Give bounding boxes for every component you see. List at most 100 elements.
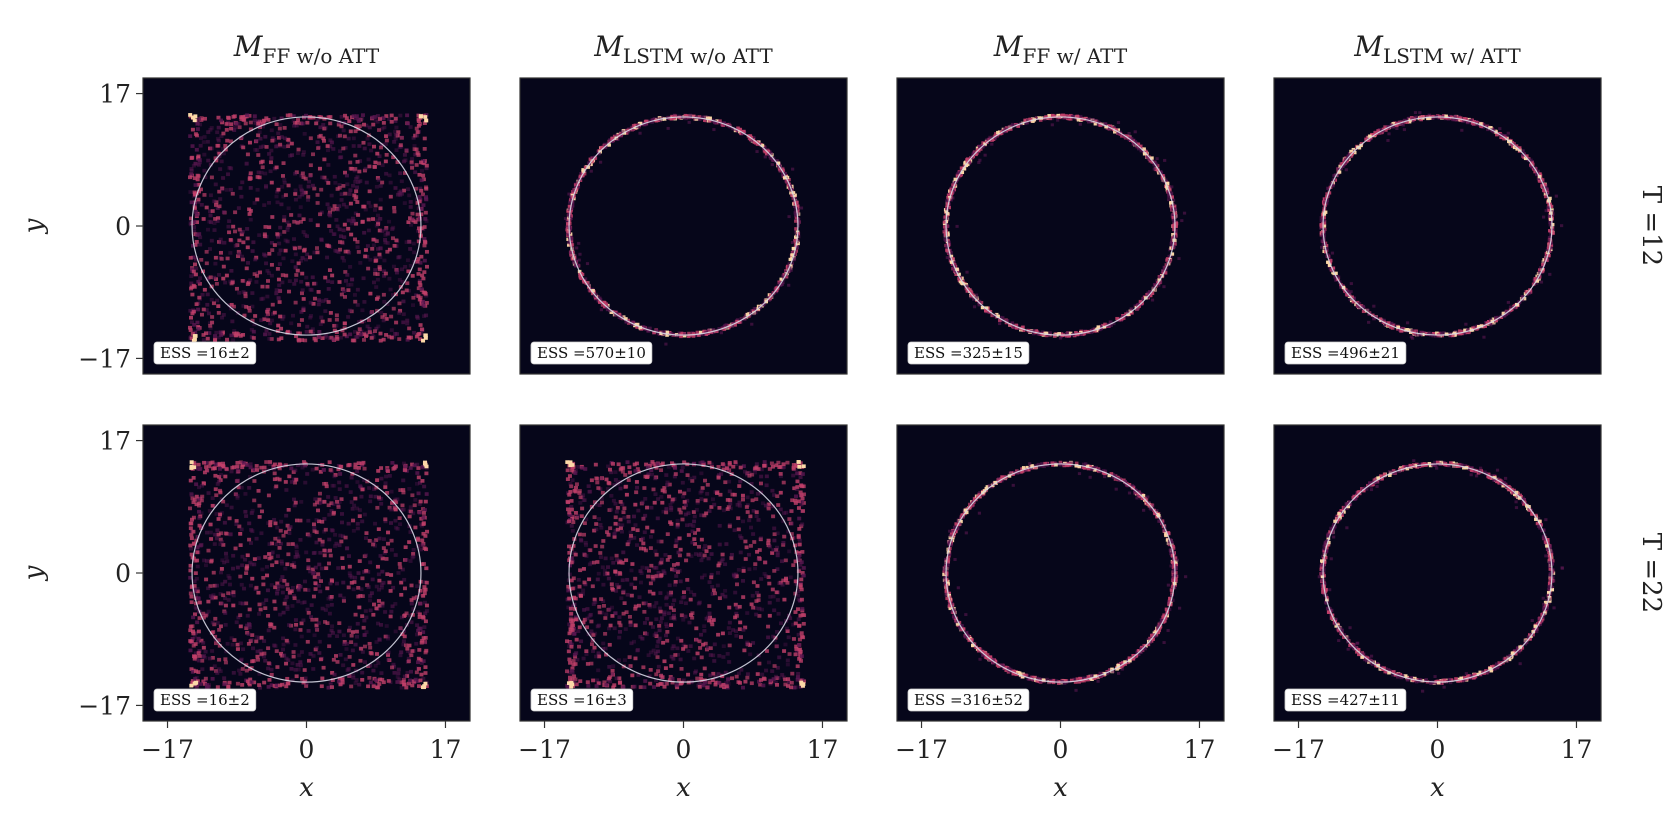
histogram-cell (381, 116, 386, 121)
histogram-cell (1111, 321, 1116, 326)
histogram-cell (405, 646, 410, 651)
histogram-cell (193, 192, 198, 197)
histogram-cell (253, 121, 258, 125)
histogram-cell (241, 332, 246, 337)
histogram-cell (1468, 118, 1473, 123)
histogram-cell (1448, 334, 1453, 338)
histogram-cell (292, 497, 297, 502)
histogram-cell (353, 197, 358, 201)
ess-label: ESS =496±21 (1284, 341, 1407, 365)
histogram-cell (268, 321, 273, 326)
histogram-cell (220, 315, 225, 320)
histogram-cell (1349, 290, 1353, 294)
histogram-cell (421, 290, 426, 295)
histogram-cell (256, 489, 261, 493)
histogram-cell (418, 283, 423, 287)
histogram-cell (293, 171, 298, 176)
histogram-cell (391, 585, 396, 590)
histogram-cell (408, 205, 413, 209)
histogram-cell (320, 606, 325, 611)
histogram-cell (402, 159, 407, 164)
histogram-cell (419, 327, 424, 332)
histogram-cell (418, 295, 423, 300)
histogram-cell (1153, 160, 1157, 165)
histogram-cell (265, 588, 270, 593)
histogram-cell (953, 177, 958, 181)
histogram-cell (405, 337, 410, 342)
histogram-cell (391, 155, 396, 160)
histogram-cell (317, 335, 322, 339)
histogram-cell (373, 118, 378, 122)
histogram-cell (279, 578, 284, 582)
histogram-cell (1036, 332, 1041, 336)
panel-background (1274, 78, 1601, 374)
histogram-cell (1495, 133, 1499, 137)
histogram-cell (1166, 198, 1171, 202)
histogram-cell (1396, 325, 1401, 329)
histogram-cell (296, 118, 301, 122)
histogram-cell (284, 273, 289, 278)
histogram-cell (357, 682, 362, 687)
histogram-cell (421, 676, 426, 681)
histogram-cell (315, 201, 320, 205)
histogram-cell (233, 546, 238, 551)
histogram-cell (1174, 222, 1179, 226)
histogram-cell (784, 270, 788, 274)
histogram-cell (408, 335, 413, 340)
histogram-cell (207, 321, 212, 326)
histogram-cell (377, 603, 382, 608)
histogram-cell (974, 296, 979, 300)
histogram-cell (413, 498, 418, 502)
histogram-cell (675, 333, 680, 338)
histogram-cell (214, 669, 219, 673)
histogram-cell (272, 643, 277, 648)
histogram-cell (244, 601, 249, 606)
histogram-cell (262, 317, 267, 322)
histogram-cell (330, 273, 335, 278)
histogram-cell (697, 115, 702, 119)
histogram-cell (713, 120, 717, 124)
histogram-cell (248, 209, 253, 213)
histogram-cell (321, 136, 326, 141)
histogram-cell (1541, 215, 1546, 219)
histogram-cell (358, 159, 363, 163)
histogram-cell (406, 656, 411, 661)
histogram-cell (968, 161, 972, 165)
histogram-cell (374, 326, 379, 331)
histogram-cell (1485, 321, 1490, 326)
histogram-cell (266, 117, 271, 122)
histogram-cell (305, 281, 310, 286)
panel-r0-c1: ESS =570±10 (519, 77, 848, 375)
histogram-cell (736, 126, 740, 130)
histogram-cell (359, 329, 364, 334)
histogram-cell (315, 500, 320, 505)
histogram-cell (326, 163, 331, 167)
histogram-cell (327, 210, 332, 215)
histogram-cell (375, 277, 380, 282)
histogram-cell (226, 224, 231, 229)
ess-box (530, 341, 653, 365)
histogram-cell (196, 199, 201, 204)
histogram-cell (263, 555, 268, 559)
histogram-cell (402, 586, 407, 591)
histogram-cell (385, 466, 390, 470)
histogram-cell (780, 167, 785, 171)
histogram-cell (781, 274, 786, 278)
histogram-cell (214, 583, 219, 588)
histogram-cell (796, 241, 800, 246)
histogram-cell (1325, 198, 1330, 203)
histogram-cell (207, 509, 212, 513)
histogram-cell (229, 268, 234, 273)
histogram-cell (418, 337, 423, 341)
histogram-cell (326, 244, 331, 248)
histogram-cell (196, 163, 201, 167)
histogram-cell (353, 211, 358, 216)
histogram-cell (364, 630, 369, 634)
histogram-cell (290, 678, 295, 683)
histogram-cell (387, 219, 392, 224)
histogram-cell (193, 596, 198, 601)
histogram-cell (742, 317, 747, 321)
histogram-cell (270, 563, 275, 568)
histogram-cell (199, 498, 204, 503)
histogram-cell (790, 253, 794, 257)
